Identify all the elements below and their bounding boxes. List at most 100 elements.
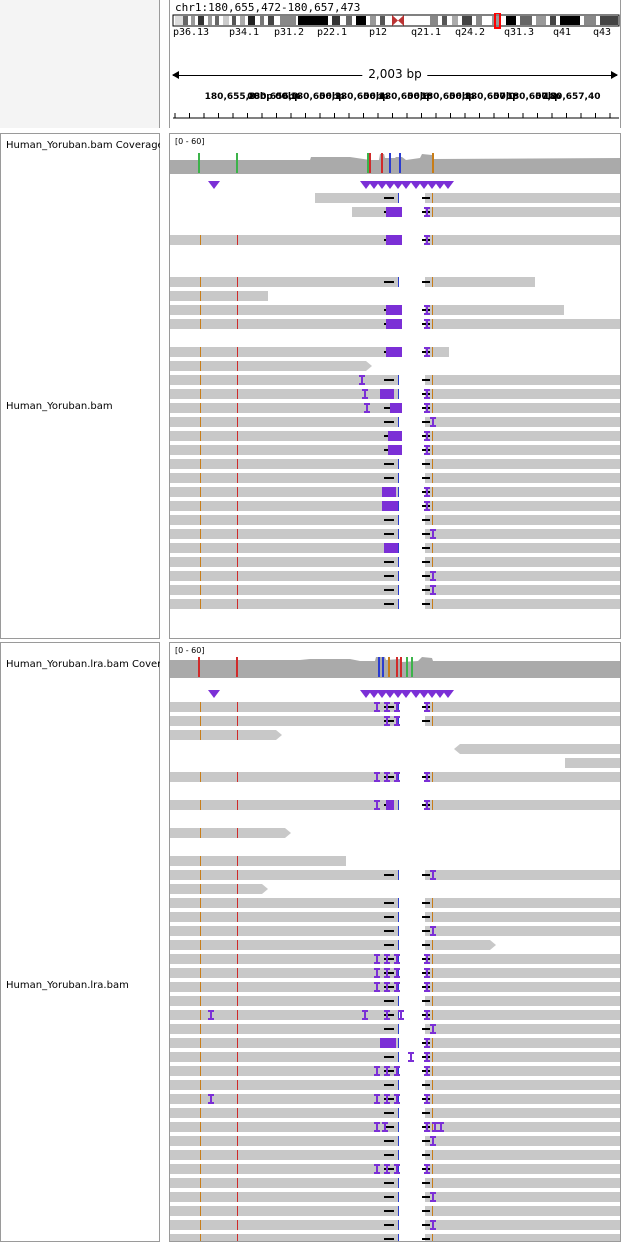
insertion-marker-bottom xyxy=(394,1102,400,1104)
coverage-mismatch-bar xyxy=(396,657,398,677)
mismatch-base xyxy=(398,982,399,992)
read-strand-arrow xyxy=(490,940,496,950)
mismatch-base xyxy=(200,431,201,441)
mismatch-base xyxy=(200,1164,201,1174)
aligned-read xyxy=(170,305,564,315)
insertion-summary-icon xyxy=(360,181,372,189)
alignment-track-label-1[interactable]: Human_Yoruban.bam xyxy=(6,401,113,412)
cytoband xyxy=(560,16,580,25)
insertion-marker xyxy=(386,1010,388,1020)
deletion-line xyxy=(384,1028,394,1030)
mismatch-base xyxy=(237,375,238,385)
aligned-read xyxy=(170,870,620,880)
insertion-marker xyxy=(426,772,428,782)
deletion-line xyxy=(422,930,430,932)
coverage-track-label-1[interactable]: Human_Yoruban.bam Coverage xyxy=(6,140,160,151)
aligned-read xyxy=(170,1136,620,1146)
aligned-read xyxy=(170,1122,620,1132)
deletion-gap xyxy=(399,912,425,922)
alignment-track-2[interactable] xyxy=(170,643,621,1242)
mismatch-base xyxy=(398,417,399,427)
mismatch-base xyxy=(237,912,238,922)
deletion-line xyxy=(384,603,394,605)
cytoband xyxy=(430,16,438,25)
insertion-marker-top xyxy=(430,1136,436,1138)
insertion-marker xyxy=(396,716,398,726)
insertion-marker-top xyxy=(438,1122,444,1124)
insertion-marker xyxy=(426,445,428,455)
track-data-panel-1[interactable]: [0 - 60] xyxy=(169,133,621,639)
insertion-marker xyxy=(376,772,378,782)
deletion-line xyxy=(384,720,394,722)
insertion-marker-bottom xyxy=(384,710,390,712)
mismatch-base xyxy=(200,1094,201,1104)
mismatch-base xyxy=(432,1164,433,1174)
insertion-marker-bottom xyxy=(424,1046,430,1048)
coverage-mismatch-bar xyxy=(378,657,380,677)
track-data-panel-2[interactable]: [0 - 60] xyxy=(169,642,621,1242)
span-arrow-right-icon xyxy=(611,71,618,79)
deletion-line xyxy=(384,407,394,409)
insertion-summary-icon xyxy=(384,181,396,189)
insertion-marker xyxy=(386,1094,388,1104)
insertion-marker-bottom xyxy=(430,1228,436,1230)
mismatch-base xyxy=(200,856,201,866)
insertion-marker-bottom xyxy=(424,990,430,992)
insertion-marker-bottom xyxy=(424,411,430,413)
aligned-read xyxy=(170,291,268,301)
insertion-summary-icon xyxy=(418,181,430,189)
chromosome-ideogram[interactable] xyxy=(170,13,621,43)
mismatch-base xyxy=(237,585,238,595)
insertion-marker xyxy=(396,1164,398,1174)
insertion-marker xyxy=(384,1122,386,1132)
ruler-tick-label: 180,657,0 xyxy=(464,92,516,102)
mismatch-base xyxy=(432,1080,433,1090)
ruler-tick-label: 180,656,4 xyxy=(334,92,386,102)
alignment-track-label-2[interactable]: Human_Yoruban.lra.bam xyxy=(6,980,129,991)
coverage-track-1[interactable] xyxy=(170,134,621,174)
mismatch-base xyxy=(200,1038,201,1048)
mismatch-base xyxy=(200,501,201,511)
insertion-marker-top xyxy=(374,800,380,802)
alignment-track-1[interactable] xyxy=(170,134,621,639)
insertion-block xyxy=(386,305,402,315)
insertion-marker-bottom xyxy=(430,1144,436,1146)
aligned-read xyxy=(170,1206,620,1216)
insertion-marker xyxy=(364,389,366,399)
aligned-read xyxy=(170,884,262,894)
mismatch-base xyxy=(237,487,238,497)
coverage-mismatch-bar xyxy=(367,153,369,173)
mismatch-base xyxy=(398,912,399,922)
cytoband xyxy=(346,16,352,25)
insertion-block xyxy=(382,501,398,511)
deletion-line xyxy=(422,1028,430,1030)
ruler-tick-label: 00bp xyxy=(247,92,273,102)
insertion-marker-top xyxy=(424,1122,430,1124)
coverage-track-2[interactable] xyxy=(170,643,621,683)
insertion-marker-bottom xyxy=(208,1018,214,1020)
insertion-marker-top xyxy=(384,1164,390,1166)
deletion-line xyxy=(422,197,430,199)
insertion-marker xyxy=(396,1094,398,1104)
insertion-marker-bottom xyxy=(394,1172,400,1174)
locus-text[interactable]: chr1:180,655,472-180,657,473 xyxy=(175,1,361,14)
insertion-marker-top xyxy=(424,319,430,321)
mismatch-base xyxy=(432,1234,433,1241)
mismatch-base xyxy=(398,515,399,525)
coverage-track-label-2[interactable]: Human_Yoruban.lra.bam Coverage xyxy=(6,659,160,670)
insertion-marker-bottom xyxy=(374,990,380,992)
insertion-marker xyxy=(386,982,388,992)
deletion-line xyxy=(384,589,394,591)
mismatch-base xyxy=(200,772,201,782)
aligned-read xyxy=(170,277,535,287)
header-data-panel: chr1:180,655,472-180,657,473 p36.13 p34.1… xyxy=(169,0,621,128)
mismatch-base xyxy=(432,487,433,497)
cytoband xyxy=(356,16,366,25)
insertion-marker xyxy=(396,702,398,712)
mismatch-base xyxy=(432,375,433,385)
ruler-ticks xyxy=(173,113,619,119)
mismatch-base xyxy=(432,459,433,469)
mismatch-base xyxy=(432,277,433,287)
insertion-marker-bottom xyxy=(430,878,436,880)
deletion-line xyxy=(422,575,430,577)
